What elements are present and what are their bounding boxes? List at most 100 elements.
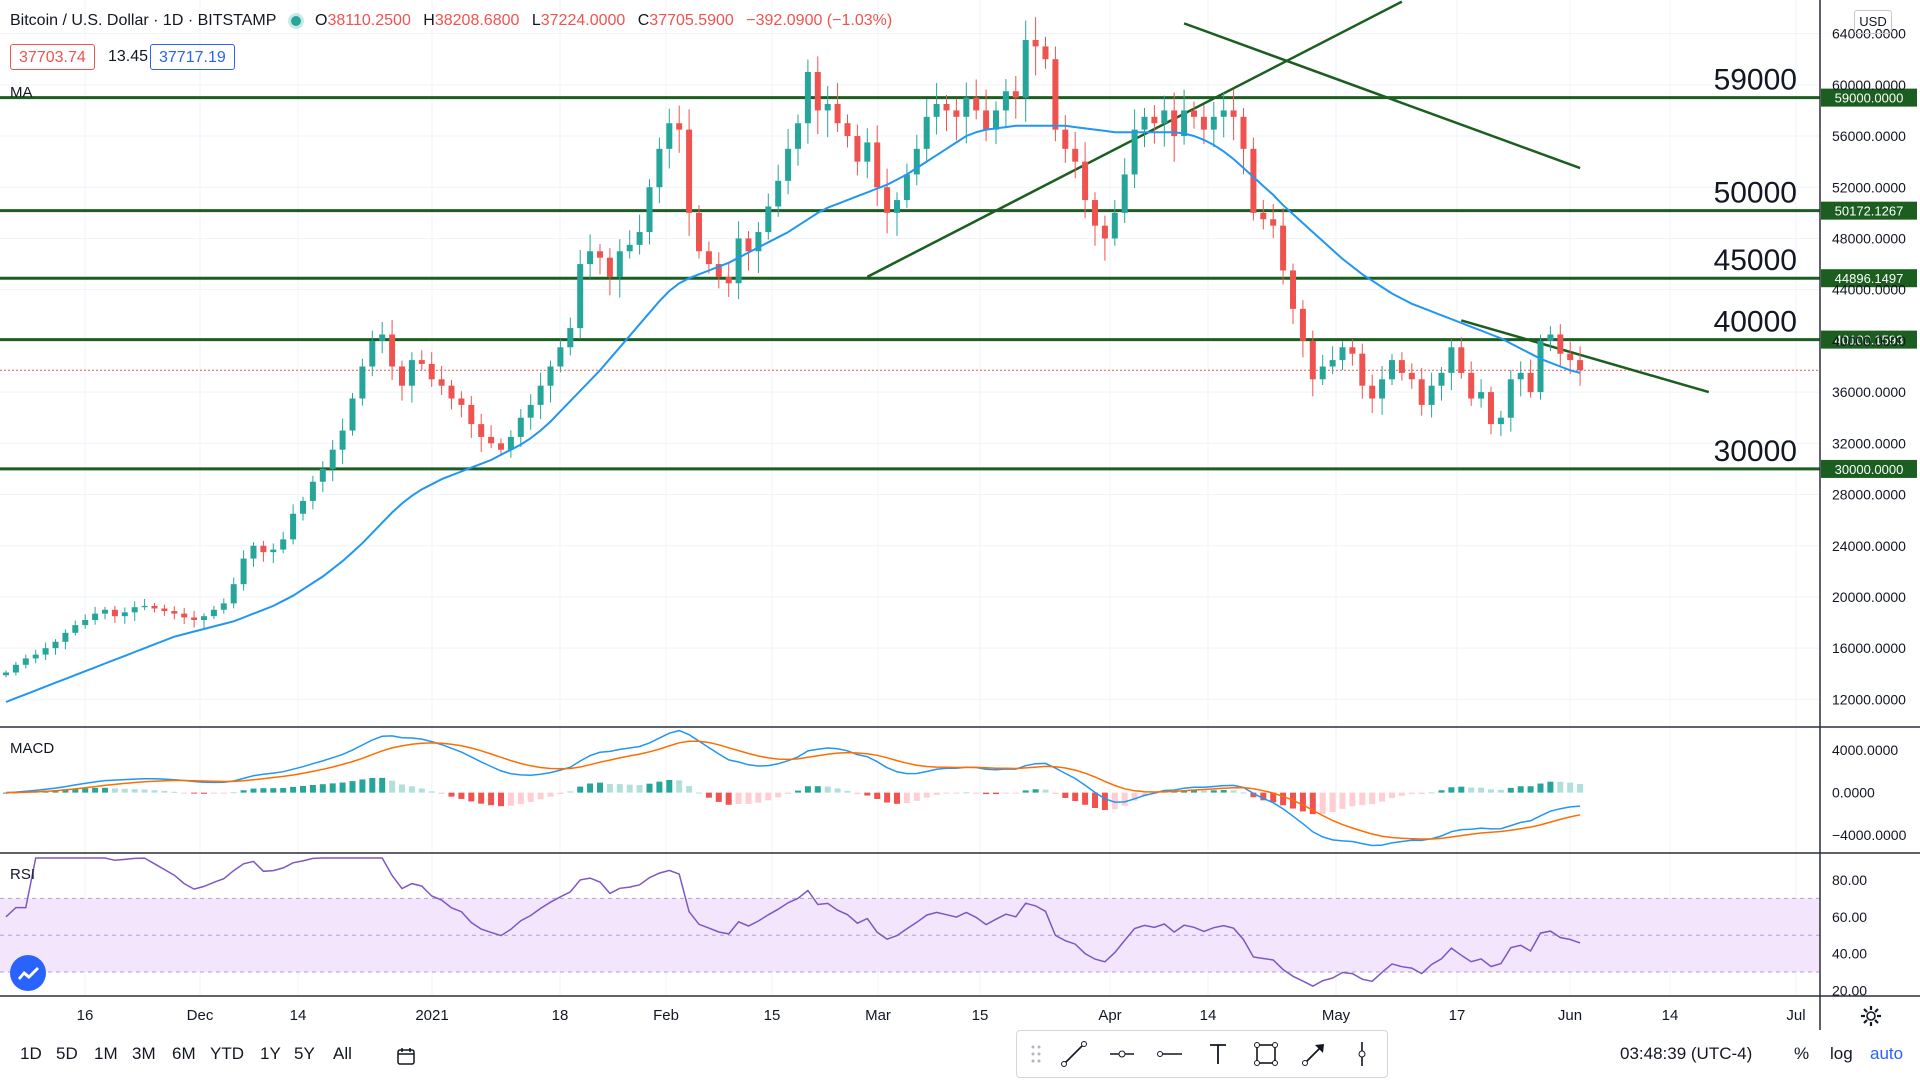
ma-indicator-label[interactable]: MA: [10, 84, 33, 101]
macd-histogram-bar: [1220, 790, 1227, 793]
macd-histogram-bar: [448, 792, 455, 797]
horizontal-line-icon[interactable]: [1155, 1039, 1185, 1069]
candle-body: [1121, 174, 1128, 213]
macd-histogram-bar: [418, 788, 425, 793]
currency-button[interactable]: USD: [1854, 10, 1892, 34]
macd-histogram-bar: [517, 792, 524, 805]
log-scale-button[interactable]: log: [1830, 1044, 1853, 1063]
candle-body: [22, 658, 29, 665]
rsi-indicator-label[interactable]: RSI: [10, 866, 36, 883]
candle-body: [1111, 212, 1118, 239]
candle-body: [894, 200, 900, 213]
timeframe-button-5d[interactable]: 5D: [56, 1044, 78, 1063]
x-tick-label: 17: [1449, 1007, 1466, 1024]
macd-histogram-bar: [141, 789, 148, 793]
text-tool-icon[interactable]: [1203, 1039, 1233, 1069]
macd-histogram-bar: [844, 790, 851, 793]
candle-body: [755, 232, 762, 252]
macd-histogram-bar: [715, 792, 722, 802]
candle-body: [1002, 91, 1009, 111]
open-value: 38110.2500: [327, 12, 411, 29]
timeframe-button-5y[interactable]: 5Y: [294, 1044, 315, 1063]
rectangle-tool-icon[interactable]: [1251, 1039, 1281, 1069]
macd-histogram-bar: [973, 792, 980, 794]
settings-gear-icon[interactable]: [1860, 1005, 1882, 1027]
candle-body: [171, 611, 178, 614]
percent-scale-button[interactable]: %: [1794, 1044, 1810, 1063]
clock-timezone[interactable]: 03:48:39 (UTC-4): [1620, 1044, 1753, 1063]
candle-body: [1092, 200, 1098, 226]
candle-body: [1131, 129, 1138, 175]
macd-indicator-label[interactable]: MACD: [10, 740, 55, 757]
macd-histogram-bar: [478, 792, 485, 804]
tradingview-logo-icon[interactable]: [10, 955, 46, 991]
horizontal-ray-icon[interactable]: [1107, 1039, 1137, 1069]
macd-tick-label: 4000.0000: [1832, 742, 1898, 758]
trend-line-icon[interactable]: [1059, 1039, 1089, 1069]
candle-body: [408, 360, 415, 386]
candle-body: [1161, 110, 1168, 124]
drag-handle-icon[interactable]: [1029, 1039, 1043, 1069]
candle-body: [983, 110, 990, 130]
level-axis-label: 44896.1497: [1835, 271, 1904, 286]
candle-body: [913, 148, 920, 175]
macd-histogram-bar: [240, 790, 247, 793]
candle-body: [1210, 116, 1217, 130]
price-tick-label: 32000.0000: [1832, 435, 1906, 451]
vertical-line-icon[interactable]: [1347, 1039, 1377, 1069]
candle-body: [676, 123, 683, 130]
macd-histogram-bar: [102, 787, 108, 793]
macd-histogram-bar: [389, 780, 396, 793]
macd-histogram-bar: [1408, 792, 1415, 795]
macd-histogram-bar: [963, 792, 970, 794]
timeframe-button-1y[interactable]: 1Y: [260, 1044, 281, 1063]
candle-body: [1191, 110, 1197, 117]
macd-histogram-bar: [399, 784, 405, 793]
ma-line: [5, 124, 1581, 703]
candle-body: [1527, 372, 1534, 393]
candle-body: [1537, 340, 1544, 393]
candle-body: [82, 620, 89, 626]
macd-histogram-bar: [329, 783, 336, 793]
chart-canvas[interactable]: 59000 59000.0000 50000 50172.1267 45000 44896…: [0, 0, 1920, 1030]
timeframe-button-1m[interactable]: 1M: [94, 1044, 118, 1063]
macd-histogram-bar: [894, 792, 900, 804]
macd-histogram-bar: [557, 792, 564, 794]
candle-body: [656, 148, 663, 188]
timeframe-button-ytd[interactable]: YTD: [210, 1044, 244, 1063]
arrow-tool-icon[interactable]: [1299, 1039, 1329, 1069]
candle-body: [319, 468, 326, 482]
change-value: −392.0900 (−1.03%): [746, 12, 893, 29]
bid-price[interactable]: 37703.74: [10, 44, 95, 70]
candle-body: [547, 366, 554, 386]
candle-body: [597, 251, 603, 258]
candle-body: [141, 605, 148, 608]
candle-body: [418, 360, 425, 364]
timeframe-button-6m[interactable]: 6M: [172, 1044, 196, 1063]
candle-body: [785, 148, 792, 181]
macd-histogram-bar: [1517, 786, 1524, 793]
timeframe-button-all[interactable]: All: [333, 1044, 352, 1063]
macd-histogram-bar: [1012, 792, 1019, 794]
macd-histogram-bar: [597, 782, 603, 793]
timeframe-button-1d[interactable]: 1D: [20, 1044, 42, 1063]
candle-body: [1299, 308, 1306, 341]
candle-body: [458, 398, 465, 405]
spread-value: 13.45: [108, 48, 149, 65]
candle-body: [537, 385, 544, 405]
candle-body: [834, 104, 841, 124]
x-tick-label: Jul: [1786, 1007, 1805, 1024]
macd-histogram-bar: [1052, 792, 1059, 795]
ask-price[interactable]: 37717.19: [150, 44, 235, 70]
date-range-icon[interactable]: [396, 1046, 416, 1066]
x-tick-label: 18: [552, 1007, 569, 1024]
macd-histogram-bar: [1468, 787, 1475, 793]
macd-histogram-bar: [1379, 792, 1386, 802]
candle-body: [1418, 379, 1425, 405]
macd-histogram-bar: [1309, 792, 1316, 815]
auto-scale-button[interactable]: auto: [1870, 1044, 1904, 1063]
macd-histogram-bar: [408, 786, 415, 793]
timeframe-button-3m[interactable]: 3M: [132, 1044, 156, 1063]
macd-histogram-bar: [1111, 792, 1118, 810]
price-tick-label: 28000.0000: [1832, 487, 1906, 503]
